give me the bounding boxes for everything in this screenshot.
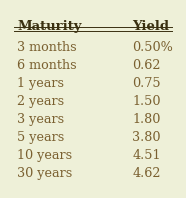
Text: 0.75: 0.75 (132, 77, 161, 90)
Text: 3.80: 3.80 (132, 131, 161, 144)
Text: 0.62: 0.62 (132, 59, 161, 72)
Text: 30 years: 30 years (17, 167, 72, 180)
Text: 0.50%: 0.50% (132, 41, 173, 54)
Text: 1.50: 1.50 (132, 95, 161, 108)
Text: 2 years: 2 years (17, 95, 64, 108)
Text: 4.51: 4.51 (132, 149, 161, 162)
Text: 5 years: 5 years (17, 131, 64, 144)
Text: 4.62: 4.62 (132, 167, 161, 180)
Text: 6 months: 6 months (17, 59, 77, 72)
Text: Yield: Yield (132, 20, 169, 33)
Text: Maturity: Maturity (17, 20, 82, 33)
Text: 1.80: 1.80 (132, 113, 161, 126)
Text: 3 months: 3 months (17, 41, 77, 54)
Text: 3 years: 3 years (17, 113, 64, 126)
Text: 10 years: 10 years (17, 149, 72, 162)
Text: 1 years: 1 years (17, 77, 64, 90)
